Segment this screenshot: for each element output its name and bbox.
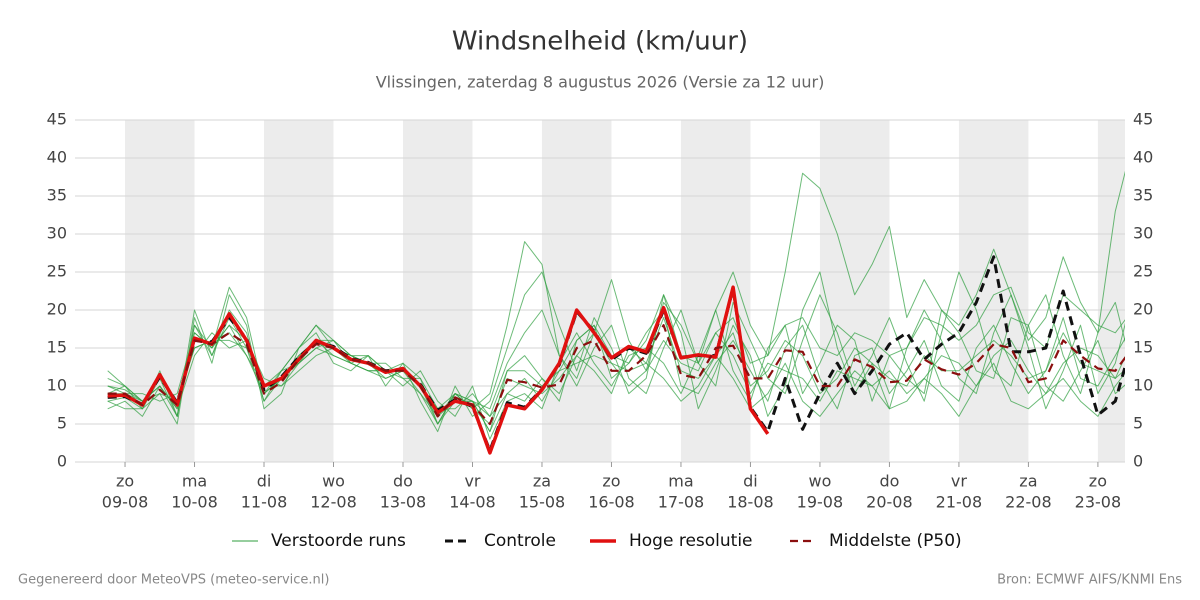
grid — [75, 119, 1125, 463]
y-tick-label: 20 — [47, 300, 67, 319]
x-tick-sublabel: 18-08 — [727, 493, 774, 512]
plot-lines — [107, 170, 1125, 455]
x-tick-sublabel: 15-08 — [519, 493, 566, 512]
y-tick-label: 5 — [57, 414, 67, 433]
chart-subtitle: Vlissingen, zaterdag 8 augustus 2026 (Ve… — [376, 73, 825, 92]
footer-left: Gegenereerd door MeteoVPS (meteo-service… — [18, 573, 329, 588]
legend-label: Hoge resolutie — [629, 531, 753, 551]
x-tick-sublabel: 21-08 — [936, 493, 983, 512]
x-tick-label: di — [743, 472, 758, 491]
day-shade — [402, 120, 473, 462]
y-tick-label: 35 — [47, 186, 67, 205]
x-tick-sublabel: 17-08 — [658, 493, 705, 512]
x-tick-label: vr — [951, 472, 967, 491]
y-tick-label: 30 — [47, 224, 67, 243]
x-tick-label: vr — [464, 472, 480, 491]
x-tick-sublabel: 19-08 — [797, 493, 844, 512]
y2-tick-label: 15 — [1133, 338, 1153, 357]
y-tick-label: 15 — [47, 338, 67, 357]
x-tick-sublabel: 14-08 — [449, 493, 496, 512]
x-tick-label: za — [533, 472, 551, 491]
x-tick-sublabel: 20-08 — [866, 493, 913, 512]
legend-label: Middelste (P50) — [829, 531, 962, 551]
x-tick-label: wo — [322, 472, 345, 491]
footer-right: Bron: ECMWF AIFS/KNMI Ens — [997, 573, 1182, 588]
x-tick-label: do — [879, 472, 899, 491]
y2-tick-label: 20 — [1133, 300, 1153, 319]
y2-tick-label: 35 — [1133, 186, 1153, 205]
x-tick-sublabel: 23-08 — [1075, 493, 1122, 512]
x-tick-label: do — [393, 472, 413, 491]
x-tick-label: za — [1019, 472, 1037, 491]
y2-tick-label: 5 — [1133, 414, 1143, 433]
x-tick-label: di — [257, 472, 272, 491]
chart-title: Windsnelheid (km/uur) — [452, 27, 748, 57]
x-tick-label: zo — [116, 472, 134, 491]
day-shade — [819, 120, 890, 462]
x-tick-sublabel: 11-08 — [241, 493, 288, 512]
plot-background — [125, 120, 1125, 462]
legend-label: Verstoorde runs — [271, 531, 406, 551]
y-tick-label: 45 — [47, 110, 67, 129]
y2-tick-label: 0 — [1133, 452, 1143, 471]
day-shade — [264, 120, 334, 462]
day-shade — [541, 120, 612, 462]
x-tick-sublabel: 13-08 — [380, 493, 427, 512]
x-tick-sublabel: 10-08 — [171, 493, 218, 512]
y-tick-label: 0 — [57, 452, 67, 471]
y-tick-label: 10 — [47, 376, 67, 395]
x-tick-label: ma — [668, 472, 693, 491]
y2-tick-label: 10 — [1133, 376, 1153, 395]
day-shade — [1097, 120, 1125, 462]
x-tick-label: zo — [602, 472, 620, 491]
x-tick-sublabel: 16-08 — [588, 493, 635, 512]
legend: Verstoorde runs Controle Hoge resolutie Mid… — [232, 531, 962, 551]
ensemble-line — [107, 170, 1125, 425]
day-shade — [958, 120, 1029, 462]
day-shade — [680, 120, 751, 462]
x-tick-label: zo — [1089, 472, 1107, 491]
x-tick-sublabel: 09-08 — [102, 493, 149, 512]
x-tick-sublabel: 12-08 — [310, 493, 357, 512]
y2-tick-label: 30 — [1133, 224, 1153, 243]
x-tick-label: ma — [182, 472, 207, 491]
y2-tick-label: 45 — [1133, 110, 1153, 129]
axes: 0 0 5 5 10 10 15 15 20 20 25 25 30 30 35 35 40 40 45 45 zo 09… — [47, 110, 1154, 512]
ensemble-line — [107, 332, 1125, 417]
y2-tick-label: 25 — [1133, 262, 1153, 281]
ensemble-line — [107, 339, 1125, 433]
y2-tick-label: 40 — [1133, 148, 1153, 167]
legend-label: Controle — [484, 531, 556, 551]
y-tick-label: 25 — [47, 262, 67, 281]
x-tick-sublabel: 22-08 — [1005, 493, 1052, 512]
y-tick-label: 40 — [47, 148, 67, 167]
x-tick-label: wo — [808, 472, 831, 491]
series-line — [107, 285, 770, 455]
